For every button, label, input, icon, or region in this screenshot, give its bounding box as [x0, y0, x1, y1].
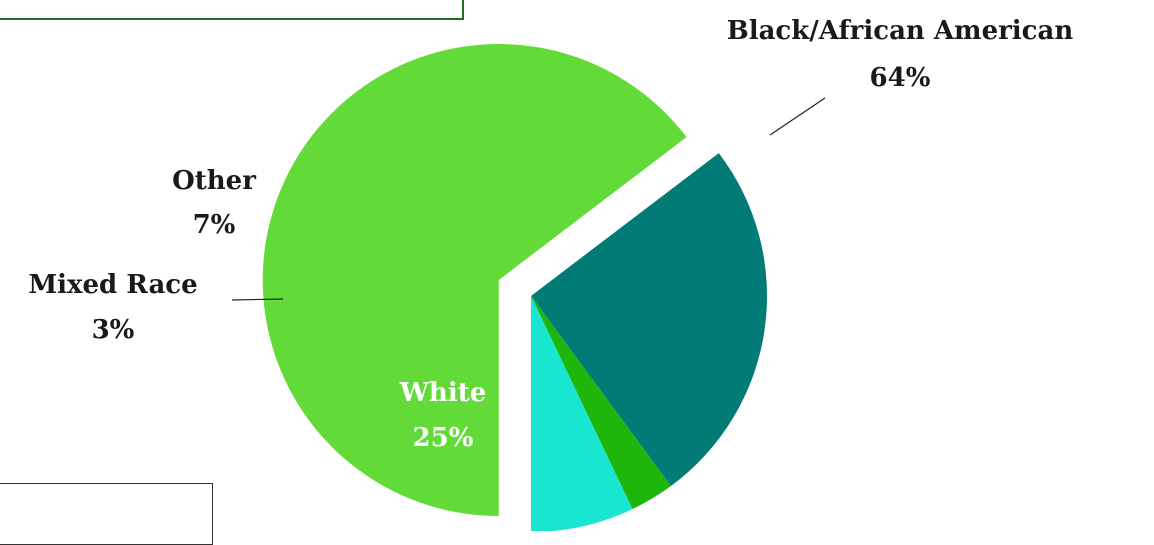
pie-chart: Black/African American 64% White 25% Mixed R…: [28, 16, 1073, 531]
leader-lines: [231, 97, 826, 301]
slice-value-mixed-race: 3%: [92, 315, 135, 345]
slice-name-white: White: [399, 378, 487, 408]
pie-slice-black-african-american: [262, 44, 687, 517]
slice-name-other: Other: [172, 166, 256, 196]
pie-slice-other: [531, 296, 633, 531]
slice-value-other: 7%: [193, 210, 236, 240]
leader-line-mixed-race: [231, 298, 284, 301]
slice-name-black-african-american: Black/African American: [727, 16, 1074, 46]
slice-value-white: 25%: [413, 423, 474, 453]
top-panel-frame: [0, 0, 464, 20]
slice-name-mixed-race: Mixed Race: [28, 270, 197, 300]
slice-labels: Black/African American 64% White 25% Mixed R…: [28, 16, 1073, 453]
pie-slice-white: [531, 153, 768, 487]
pie-slices: [262, 44, 768, 531]
slice-value-black-african-american: 64%: [870, 63, 931, 93]
pie-slice-mixed-race: [531, 296, 671, 510]
leader-line-black-african-american: [769, 97, 826, 136]
